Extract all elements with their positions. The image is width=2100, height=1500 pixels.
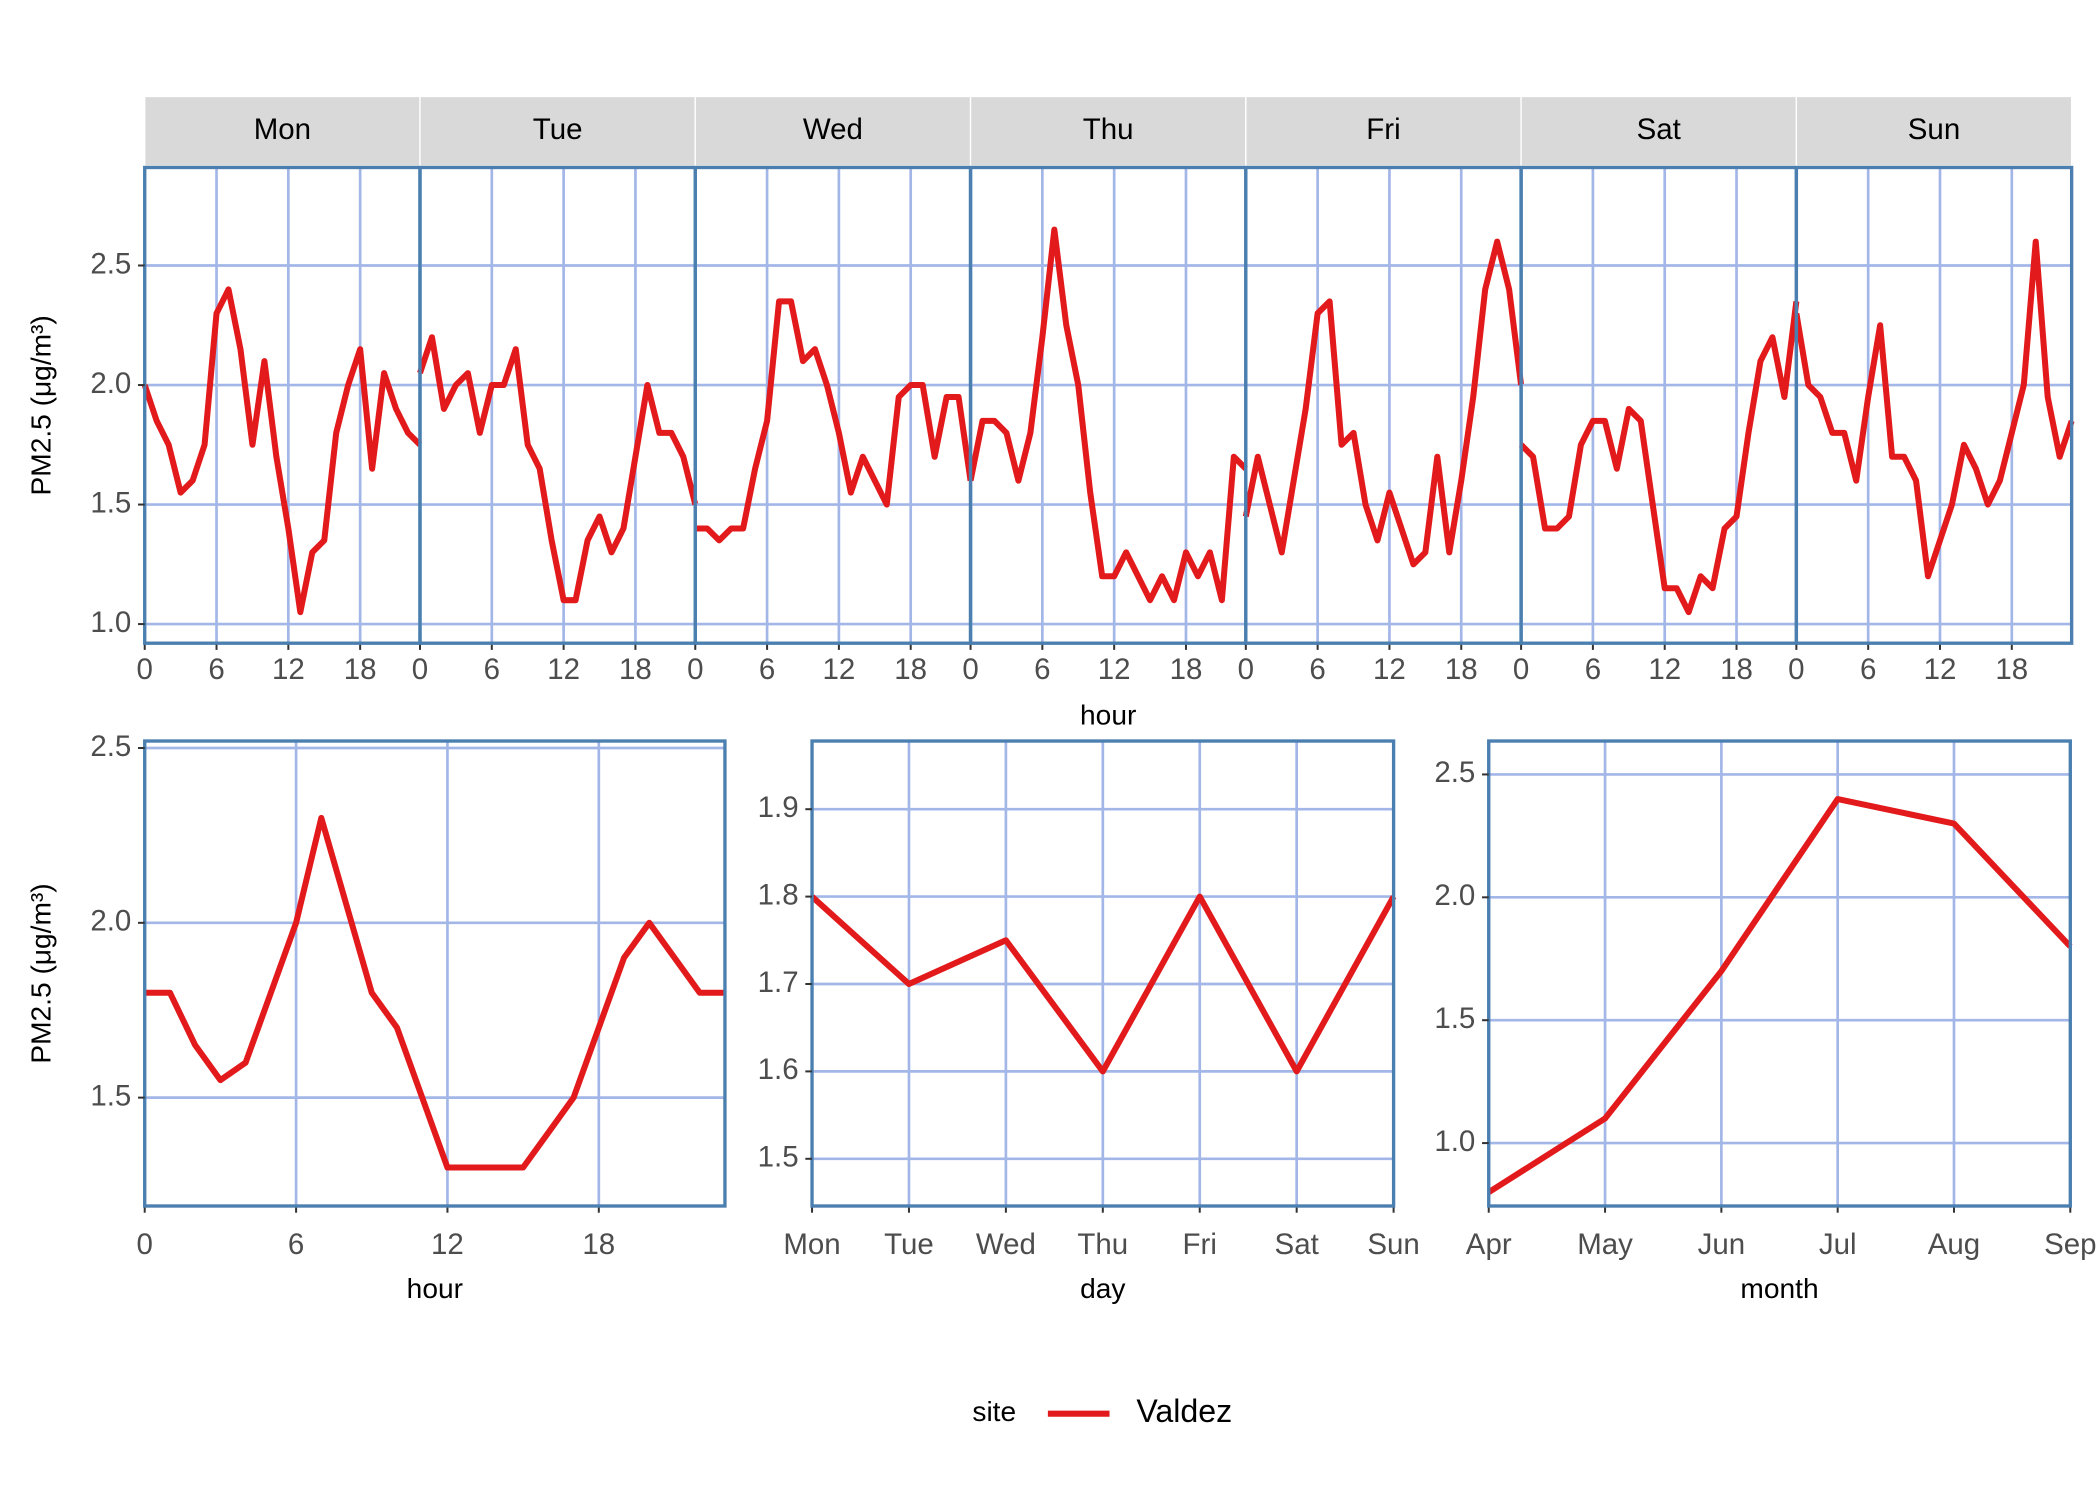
x-tick-label: 6 xyxy=(484,653,500,686)
x-tick-label: 0 xyxy=(962,653,978,686)
x-tick-label: 18 xyxy=(582,1228,615,1261)
x-tick-label: 12 xyxy=(1098,653,1131,686)
y-tick-label: 1.5 xyxy=(90,486,131,519)
line xyxy=(1487,796,2073,1195)
y-tick-label: 2.0 xyxy=(90,367,131,400)
x-tick-label: Apr xyxy=(1466,1228,1512,1261)
x-tick-label: Thu xyxy=(1077,1228,1128,1261)
strip-label: Mon xyxy=(254,113,311,146)
x-tick-label: 6 xyxy=(1309,653,1325,686)
strip xyxy=(1795,95,2073,167)
line xyxy=(141,286,423,616)
line xyxy=(967,226,1248,604)
x-tick-label: 18 xyxy=(619,653,652,686)
y-tick-label: 2.0 xyxy=(1434,879,1475,912)
y-tick-label: 1.6 xyxy=(758,1053,799,1086)
x-tick-label: 6 xyxy=(1585,653,1601,686)
strip-label: Thu xyxy=(1083,113,1134,146)
y-axis-title: PM2.5 (μg/m³) xyxy=(25,883,56,1063)
plot-area: site Mon 0 6 12 18 Tue 0 6 12 18 Wed 0 6 12 18 Thu 0 6 12 1… xyxy=(25,95,2097,1429)
y-tick-label: 2.5 xyxy=(1434,756,1475,789)
line xyxy=(1518,300,1800,616)
x-tick-label: 18 xyxy=(344,653,377,686)
strip-label: Tue xyxy=(533,113,583,146)
x-tick-label: 6 xyxy=(1034,653,1050,686)
line xyxy=(1242,238,1525,568)
x-tick-label: Mon xyxy=(783,1228,840,1261)
panel-border xyxy=(1794,165,2074,645)
x-tick-label: Sep xyxy=(2044,1228,2096,1261)
panel-border xyxy=(143,739,727,1208)
x-tick-label: Sat xyxy=(1275,1228,1319,1261)
strip-label: Wed xyxy=(803,113,863,146)
strip-label: Sun xyxy=(1908,113,1960,146)
x-tick-label: 18 xyxy=(1720,653,1753,686)
y-tick-label: 1.5 xyxy=(90,1079,131,1112)
x-tick-label: Aug xyxy=(1928,1228,1980,1261)
line xyxy=(417,334,699,604)
x-tick-label: Sun xyxy=(1367,1228,1419,1261)
line xyxy=(144,814,725,1171)
x-tick-label: 0 xyxy=(1788,653,1804,686)
y-tick-label: 2.5 xyxy=(90,247,131,280)
y-tick-label: 1.9 xyxy=(758,791,799,824)
x-tick-label: 12 xyxy=(1924,653,1957,686)
x-tick-label: 0 xyxy=(687,653,703,686)
x-axis-title: day xyxy=(1080,1273,1125,1304)
x-tick-label: 0 xyxy=(412,653,428,686)
y-tick-label: 1.0 xyxy=(1434,1125,1475,1158)
x-tick-label: 0 xyxy=(1238,653,1254,686)
y-axis-title: PM2.5 (μg/m³) xyxy=(25,315,56,495)
x-tick-label: 18 xyxy=(894,653,927,686)
strip xyxy=(1245,95,1522,167)
strip xyxy=(694,95,972,167)
x-tick-label: 0 xyxy=(137,1228,153,1261)
line xyxy=(1793,238,2075,580)
x-tick-label: 6 xyxy=(1860,653,1876,686)
x-tick-label: 12 xyxy=(1373,653,1406,686)
y-tick-label: 1.5 xyxy=(758,1141,799,1174)
strip-label: Sat xyxy=(1637,113,1681,146)
x-axis-title: hour xyxy=(407,1273,463,1304)
panel-border xyxy=(810,739,1396,1208)
x-axis-title: hour xyxy=(1080,699,1136,730)
x-tick-label: 6 xyxy=(759,653,775,686)
y-tick-label: 2.0 xyxy=(90,905,131,938)
x-axis-title: month xyxy=(1740,1273,1818,1304)
legend-label: Valdez xyxy=(1136,1393,1232,1429)
y-tick-label: 2.5 xyxy=(90,730,131,763)
x-tick-label: May xyxy=(1577,1228,1633,1261)
x-tick-label: 18 xyxy=(1995,653,2028,686)
x-tick-label: Jun xyxy=(1698,1228,1746,1261)
x-tick-label: 0 xyxy=(137,653,153,686)
panel-border xyxy=(1487,739,2072,1208)
x-tick-label: 12 xyxy=(431,1228,464,1261)
y-tick-label: 1.8 xyxy=(758,878,799,911)
line xyxy=(810,893,1397,1075)
x-tick-label: 12 xyxy=(1648,653,1681,686)
y-tick-label: 1.0 xyxy=(90,606,131,639)
x-tick-label: 18 xyxy=(1170,653,1203,686)
y-tick-label: 1.7 xyxy=(758,966,799,999)
x-tick-label: 6 xyxy=(208,653,224,686)
strip xyxy=(419,95,696,167)
x-tick-label: Jul xyxy=(1819,1228,1857,1261)
line xyxy=(695,298,974,544)
y-tick-label: 1.5 xyxy=(1434,1002,1475,1035)
x-tick-label: Wed xyxy=(976,1228,1036,1261)
x-tick-label: Tue xyxy=(884,1228,934,1261)
x-tick-label: 6 xyxy=(288,1228,304,1261)
strip-label: Fri xyxy=(1366,113,1400,146)
x-tick-label: 18 xyxy=(1445,653,1478,686)
x-tick-label: 12 xyxy=(822,653,855,686)
legend-title: site xyxy=(972,1396,1016,1427)
x-tick-label: 12 xyxy=(547,653,580,686)
x-tick-label: Fri xyxy=(1183,1228,1217,1261)
x-tick-label: 0 xyxy=(1513,653,1529,686)
x-tick-label: 12 xyxy=(272,653,305,686)
